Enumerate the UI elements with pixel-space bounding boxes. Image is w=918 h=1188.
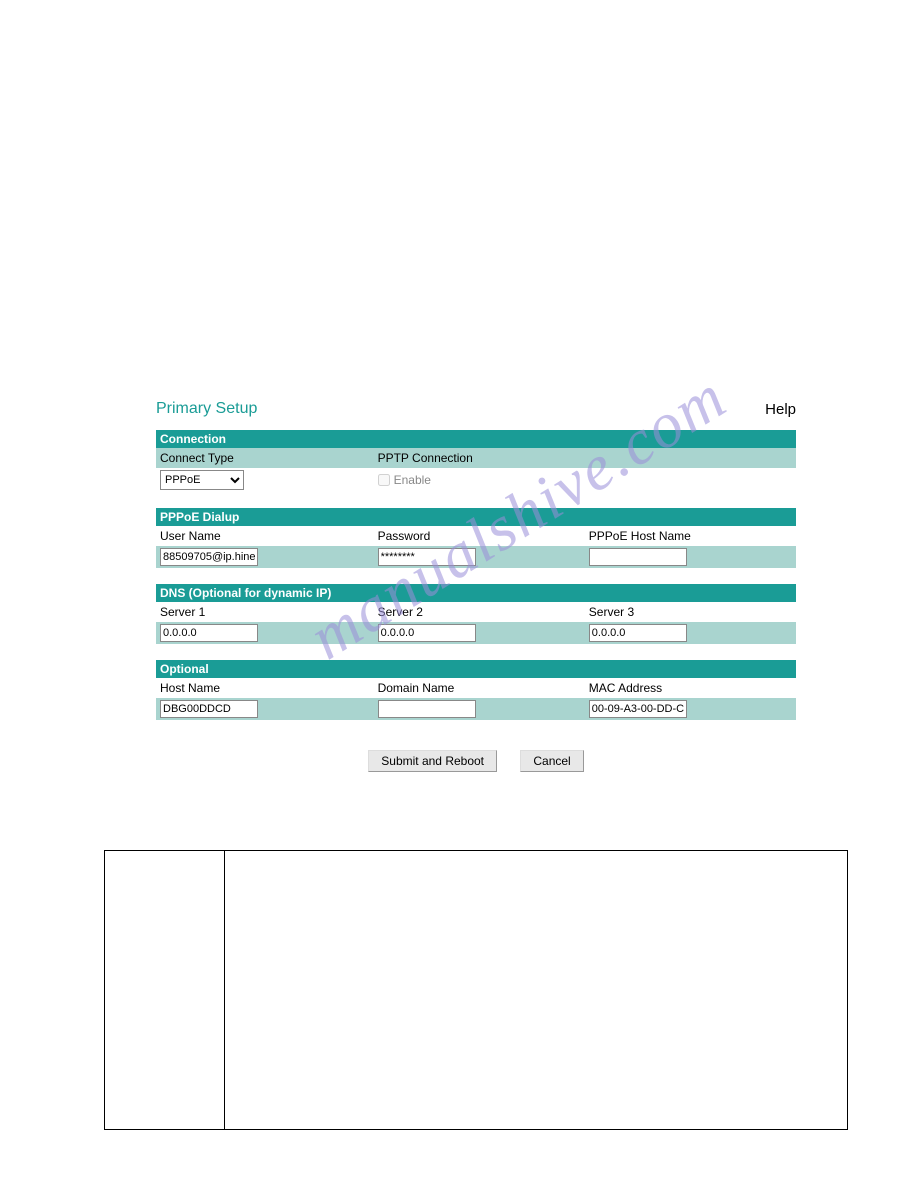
connect-type-select[interactable]: PPPoE: [160, 470, 244, 490]
submit-reboot-button[interactable]: Submit and Reboot: [368, 750, 497, 772]
pptp-label: PPTP Connection: [374, 448, 585, 468]
help-link[interactable]: Help: [765, 401, 796, 418]
bottom-table-left-col: [105, 851, 225, 1129]
pppoe-hostname-input[interactable]: [589, 548, 687, 566]
section-header-pppoe: PPPoE Dialup: [156, 508, 796, 526]
bottom-table: [104, 850, 848, 1130]
opt-domain-label: Domain Name: [374, 678, 585, 698]
dns-server1-label: Server 1: [156, 602, 374, 622]
opt-mac-input[interactable]: [589, 700, 687, 718]
dns-server3-label: Server 3: [585, 602, 796, 622]
dns-server3-input[interactable]: [589, 624, 687, 642]
pppoe-password-input[interactable]: [378, 548, 476, 566]
primary-setup-panel: Primary Setup Help Connection Connect Ty…: [156, 400, 796, 772]
opt-hostname-label: Host Name: [156, 678, 374, 698]
dns-server2-input[interactable]: [378, 624, 476, 642]
pptp-enable-wrap: Enable: [378, 473, 431, 487]
pppoe-username-input[interactable]: [160, 548, 258, 566]
section-header-connection: Connection: [156, 430, 796, 448]
opt-mac-label: MAC Address: [585, 678, 796, 698]
opt-domain-input[interactable]: [378, 700, 476, 718]
pptp-enable-label: Enable: [394, 473, 431, 487]
section-header-dns: DNS (Optional for dynamic IP): [156, 584, 796, 602]
connect-type-label: Connect Type: [156, 448, 374, 468]
page-title: Primary Setup: [156, 400, 257, 418]
section-header-optional: Optional: [156, 660, 796, 678]
pppoe-password-label: Password: [374, 526, 585, 546]
pptp-enable-checkbox[interactable]: [378, 474, 390, 486]
bottom-table-right-col: [225, 851, 847, 1129]
pppoe-hostname-label: PPPoE Host Name: [585, 526, 796, 546]
dns-server2-label: Server 2: [374, 602, 585, 622]
dns-server1-input[interactable]: [160, 624, 258, 642]
pppoe-username-label: User Name: [156, 526, 374, 546]
opt-hostname-input[interactable]: [160, 700, 258, 718]
cancel-button[interactable]: Cancel: [520, 750, 583, 772]
